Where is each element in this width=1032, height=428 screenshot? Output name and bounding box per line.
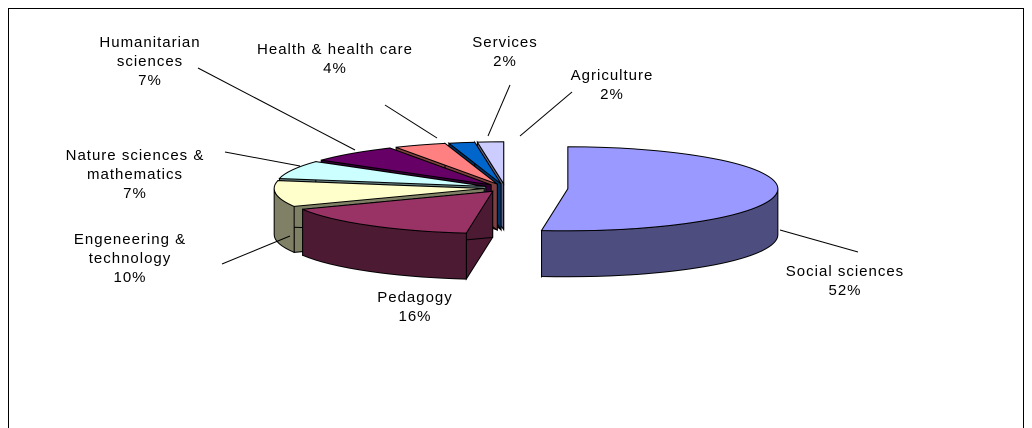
value-label: 4% (323, 60, 347, 77)
category-label: Engeneering & technology (73, 231, 187, 267)
leader-line (221, 235, 291, 265)
value-label: 2% (600, 86, 624, 103)
slice-label: Social sciences 52% (745, 262, 945, 300)
value-label: 52% (828, 282, 862, 299)
slice-label: Engeneering & technology 10% (55, 230, 205, 287)
slice (540, 146, 779, 232)
category-label: Social sciences (785, 263, 905, 280)
leader-line (779, 229, 859, 253)
category-label: Agriculture (570, 67, 654, 84)
value-label: 16% (398, 308, 432, 325)
leader-line (224, 151, 301, 167)
slice (476, 141, 505, 186)
value-label: 7% (123, 185, 147, 202)
value-label: 7% (138, 72, 162, 89)
slice (273, 180, 485, 207)
chart-frame (8, 8, 1024, 428)
slice (447, 141, 502, 185)
slice (278, 161, 486, 187)
slice-label: Agriculture 2% (547, 66, 677, 104)
slice (302, 190, 494, 234)
category-label: Pedagogy (377, 289, 453, 306)
category-label: Nature sciences & mathematics (65, 147, 205, 183)
slice-label: Services 2% (445, 33, 565, 71)
slice (321, 147, 492, 186)
slice-label: Humanitarian sciences 7% (80, 33, 220, 90)
slice-label: Pedagogy 16% (335, 288, 495, 326)
value-label: 2% (493, 53, 517, 70)
category-label: Health & health care (257, 41, 413, 58)
slice-label: Health & health care 4% (225, 40, 445, 78)
leader-line (197, 67, 356, 151)
slice (395, 142, 498, 185)
leader-line (519, 91, 573, 137)
category-label: Humanitarian sciences (99, 34, 201, 70)
value-label: 10% (113, 269, 147, 286)
slice-label: Nature sciences & mathematics 7% (45, 146, 225, 203)
leader-line (384, 104, 438, 139)
leader-line (487, 84, 511, 137)
category-label: Services (472, 34, 538, 51)
